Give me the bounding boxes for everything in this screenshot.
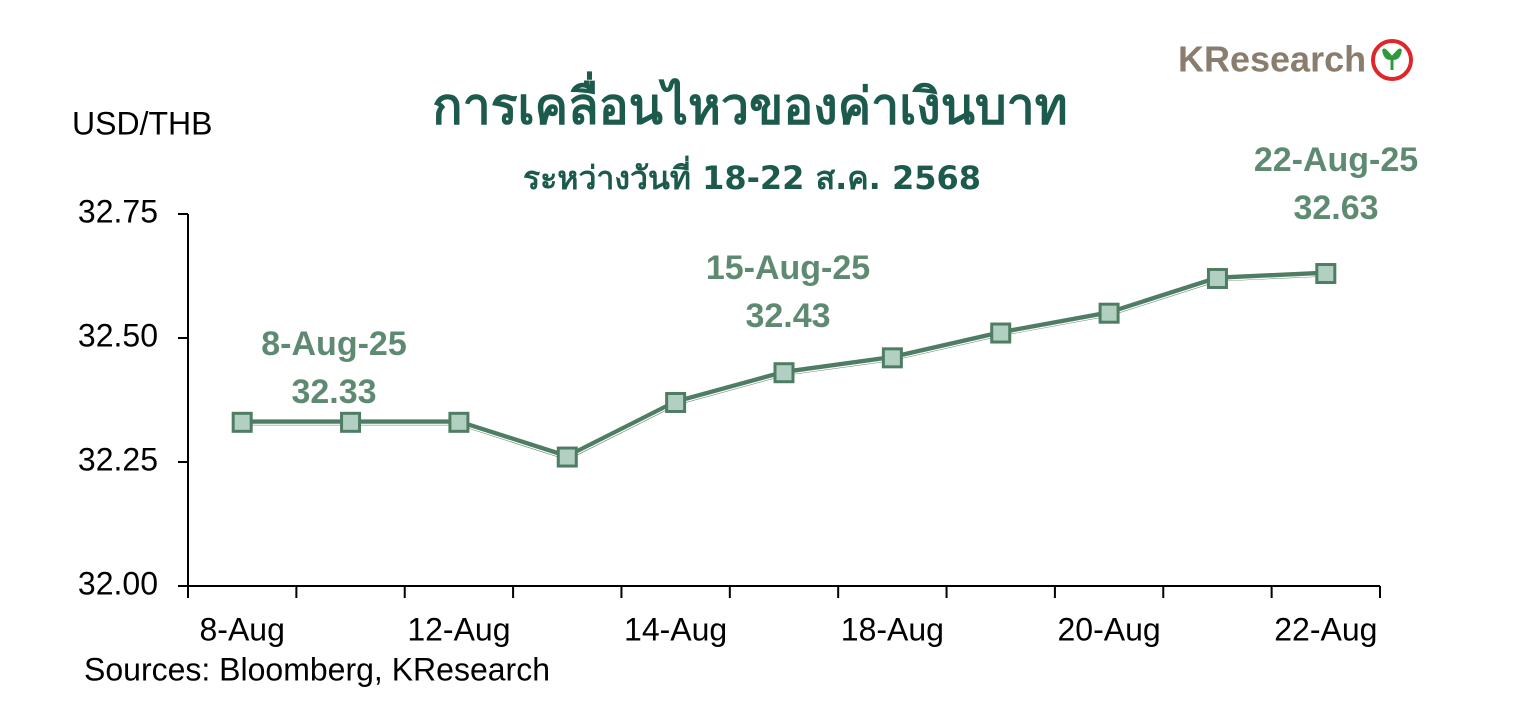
annotation-date: 15-Aug-25: [706, 249, 870, 287]
x-tick-label: 22-Aug: [1274, 611, 1377, 647]
y-tick-label: 32.75: [78, 193, 158, 229]
data-point: [340, 411, 362, 433]
annotation-value: 32.43: [745, 297, 830, 335]
data-point: [231, 411, 253, 433]
data-point: [1315, 263, 1337, 285]
data-point: [990, 322, 1012, 344]
annotation-date: 8-Aug-25: [261, 325, 406, 363]
x-tick-label: 8-Aug: [199, 611, 284, 647]
y-tick-label: 32.25: [78, 441, 158, 477]
data-point: [1098, 302, 1120, 324]
x-tick-label: 18-Aug: [841, 611, 944, 647]
x-tick-label: 20-Aug: [1057, 611, 1160, 647]
data-point: [1206, 267, 1228, 289]
x-tick-label: 12-Aug: [407, 611, 510, 647]
chart-subtitle: ระหว่างวันที่ 18-22 ส.ค. 2568: [523, 155, 981, 197]
annotation-value: 32.33: [291, 373, 376, 411]
y-tick-label: 32.00: [78, 565, 158, 601]
y-axis-label: USD/THB: [72, 105, 212, 141]
data-point: [665, 391, 687, 413]
chart-title: การเคลื่อนไหวของค่าเงินบาท: [432, 72, 1067, 136]
y-tick-label: 32.50: [78, 317, 158, 353]
data-point: [773, 362, 795, 384]
data-point: [448, 411, 470, 433]
data-point: [556, 446, 578, 468]
logo-leaf: [1382, 48, 1402, 70]
data-point: [881, 347, 903, 369]
annotation-date: 22-Aug-25: [1254, 141, 1418, 179]
logo-text: KResearch: [1178, 39, 1366, 80]
annotation-value: 32.63: [1293, 189, 1378, 227]
source-note: Sources: Bloomberg, KResearch: [84, 651, 550, 687]
x-tick-label: 14-Aug: [624, 611, 727, 647]
